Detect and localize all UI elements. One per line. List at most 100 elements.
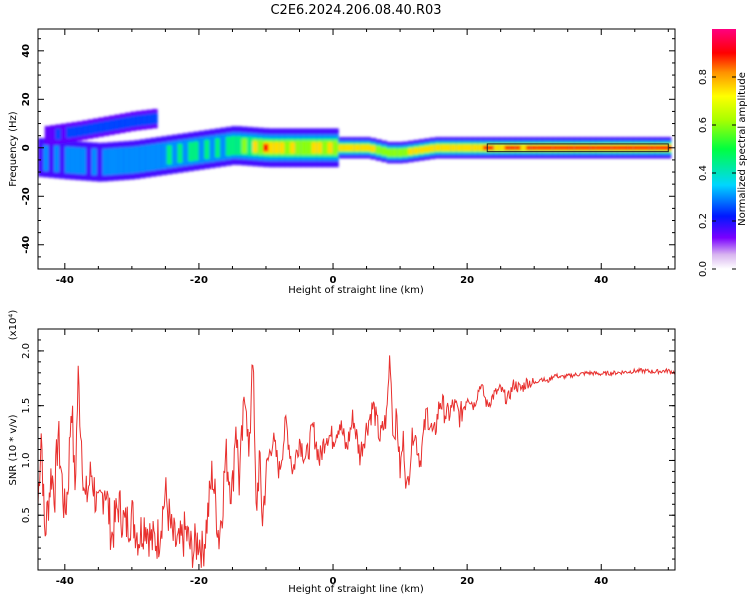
spectrogram-cell: [252, 141, 259, 153]
spectrogram-cell: [450, 144, 457, 151]
spectrogram-cell: [102, 148, 109, 176]
spectrogram-cell: [520, 144, 527, 151]
y-tick-label: 2.0: [21, 343, 32, 359]
spectrogram-cell: [386, 148, 393, 157]
colorbar-tick-label: 0.4: [698, 165, 709, 181]
spectrogram-cell: [322, 140, 329, 156]
spectrogram-cell: [38, 138, 44, 177]
spectrogram-cell: [526, 145, 532, 150]
spectrogram-cell: [349, 144, 355, 151]
spectrogram-heatmap: [38, 109, 672, 182]
spectrogram-cell: [391, 148, 398, 157]
colorbar-tick-label: 0.6: [698, 117, 709, 133]
spectrogram-cell: [64, 146, 71, 174]
colorbar-ticks: 0.0 0.2 0.4 0.6 0.8: [698, 69, 736, 277]
spectrogram-cell: [114, 118, 121, 130]
spectrogram-blobs: [38, 109, 672, 182]
spectrogram-cell: [445, 144, 452, 151]
spectrogram-cell: [332, 140, 339, 156]
snr-panel: -40 -20 0 20 40 0.5 1.0 1.5 2.0 Height of straig…: [8, 310, 676, 595]
spectrogram-cell: [172, 140, 178, 168]
colorbar-label: Normalized spectral amplitude: [737, 72, 748, 226]
spectrogram-cell: [627, 145, 634, 150]
spectrogram-cell: [284, 140, 291, 156]
spectrogram-cell: [370, 145, 377, 152]
spectrogram-cell: [161, 142, 168, 169]
spectrogram-cell: [130, 115, 137, 127]
colorbar-tick-label: 0.2: [698, 213, 709, 229]
snr-line-layer: [38, 355, 675, 568]
y-tick-label: -20: [21, 187, 32, 205]
spectrogram-cell: [638, 145, 645, 150]
spectrogram-cell: [92, 122, 99, 134]
spectrogram-cell: [209, 135, 216, 162]
spectrogram-cell: [290, 142, 296, 154]
spectrogram-cell: [552, 145, 559, 150]
spectrogram-panel: -40 -20 0 20 40 40 20 0 -20 -40 Height of straigh…: [8, 28, 676, 296]
spectrogram-cell: [504, 145, 511, 150]
spectrogram-cell: [225, 136, 232, 157]
spectrogram-cell: [359, 144, 366, 151]
snr-y-multiplier: (x10⁴): [8, 310, 19, 341]
spectrogram-cell: [123, 147, 130, 174]
spectrogram-cell: [660, 145, 667, 150]
spectrogram-cell: [150, 143, 157, 171]
spectrogram-cell: [182, 139, 189, 166]
spectrogram-cell: [135, 115, 142, 127]
spectrogram-cell: [44, 125, 51, 146]
x-tick-label: -20: [190, 576, 208, 587]
spectrogram-cell: [649, 145, 656, 150]
spectrogram-cell: [118, 147, 125, 175]
spectrogram-cell: [354, 144, 361, 151]
spectrogram-cell: [622, 145, 629, 150]
spectrogram-cell: [311, 142, 318, 154]
spectrogram-cell: [424, 146, 431, 153]
y-tick-label: 1.0: [21, 453, 32, 469]
spectrogram-cell: [579, 145, 586, 150]
spectrogram-cell: [80, 147, 87, 175]
spectrogram-cell: [198, 136, 205, 164]
spectrogram-ticks: -40 -20 0 20 40 40 20 0 -20 -40: [21, 29, 675, 286]
spectrogram-cell: [316, 142, 323, 154]
y-tick-label: 0: [21, 144, 32, 151]
spectrogram-cell: [125, 116, 131, 128]
x-tick-label: 20: [460, 576, 474, 587]
spectrogram-cell: [456, 144, 463, 151]
spectrogram-cell: [536, 145, 543, 150]
spectrogram-cell: [300, 140, 307, 156]
spectrogram-cell: [434, 144, 441, 151]
snr-series-line: [38, 355, 675, 568]
spectrogram-cell: [279, 142, 286, 154]
spectrogram-cell: [166, 145, 173, 165]
spectrogram-cell: [408, 148, 414, 155]
spectrogram-cell: [611, 145, 618, 150]
spectrogram-cell: [595, 145, 602, 150]
spectrogram-cell: [103, 120, 110, 132]
spectrogram-cell: [542, 145, 549, 150]
x-tick-label: 20: [460, 275, 474, 286]
spectrogram-cell: [86, 142, 93, 181]
y-tick-label: 1.5: [21, 398, 32, 414]
spectrogram-x-axis-label: Height of straight line (km): [288, 285, 424, 296]
spectrogram-cell: [247, 136, 254, 157]
x-tick-label: 40: [594, 275, 608, 286]
spectrogram-cell: [327, 142, 334, 154]
spectrogram-cell: [204, 139, 211, 160]
spectrogram-cell: [75, 147, 82, 175]
spectrogram-cell: [531, 145, 538, 150]
colorbar-gradient: [712, 29, 736, 269]
spectrogram-cell: [418, 146, 425, 153]
spectrogram-cell: [96, 142, 103, 182]
spectrogram-cell: [50, 125, 56, 145]
figure-title: C2E6.2024.206.08.40.R03: [270, 3, 441, 18]
y-tick-label: 40: [21, 44, 32, 58]
snr-y-axis-label: SNR (10 * v/v): [8, 414, 19, 485]
spectrogram-cell: [488, 145, 495, 150]
spectrogram-cell: [295, 140, 302, 156]
spectrogram-cell: [633, 145, 640, 150]
spectrogram-cell: [129, 146, 135, 174]
spectrogram-cell: [563, 145, 570, 150]
snr-x-axis-label: Height of straight line (km): [288, 584, 424, 595]
spectrogram-cell: [87, 123, 94, 135]
